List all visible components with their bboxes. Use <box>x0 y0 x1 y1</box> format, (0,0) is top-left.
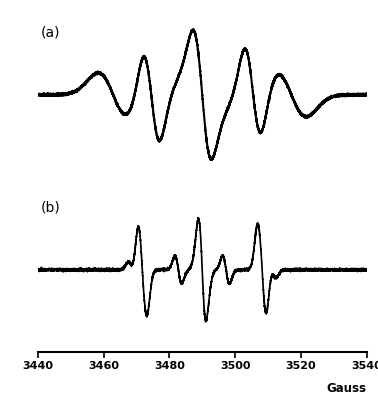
Text: (b): (b) <box>41 200 61 214</box>
Text: (a): (a) <box>41 26 60 39</box>
Text: Gauss: Gauss <box>327 382 367 395</box>
